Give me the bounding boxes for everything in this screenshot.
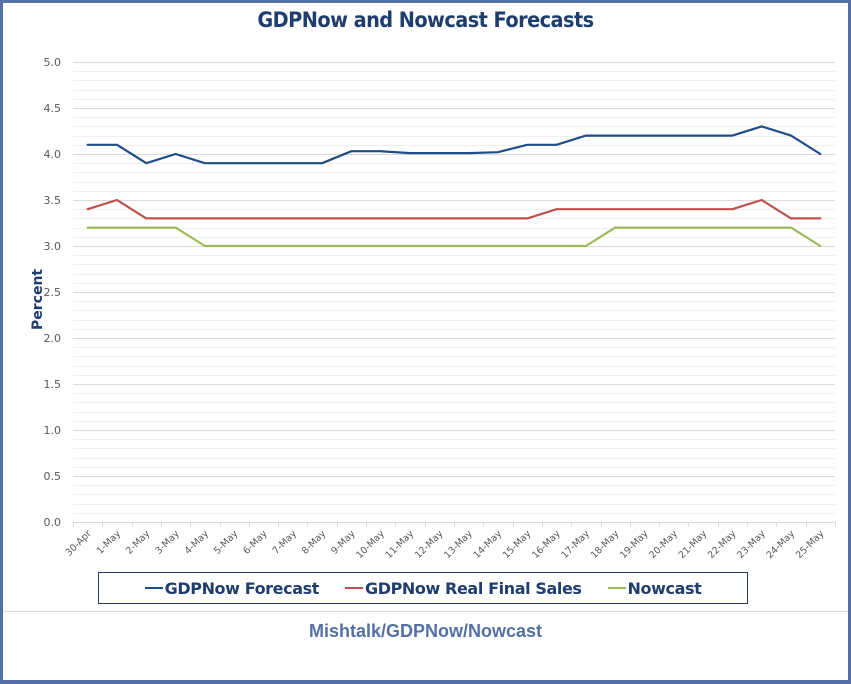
x-tick-label: 14-May — [471, 528, 504, 561]
x-axis: 30-Apr 1-May 2-May 3-May 4-May 5-May 6-May 7-Ma… — [64, 522, 836, 561]
x-tick-label: 24-May — [765, 528, 798, 561]
x-tick-label: 21-May — [677, 528, 710, 561]
series-line-gdpnow-forecast — [86, 125, 822, 165]
y-axis-ticks: 0.0 0.5 1.0 1.5 2.0 2.5 3.0 3.5 4.0 4.5 5.0 — [44, 56, 62, 529]
x-tick-label: 12-May — [413, 528, 446, 561]
x-tick-label: 10-May — [354, 528, 387, 561]
legend-swatch-gdpnow-forecast — [144, 587, 163, 589]
x-tick-label: 3-May — [153, 528, 182, 557]
legend-label: GDPNow Forecast — [164, 578, 320, 598]
y-tick-label: 3.5 — [44, 194, 62, 207]
x-tick-label: 4-May — [183, 528, 212, 557]
x-tick-label: 18-May — [589, 528, 622, 561]
x-tick-label: 23-May — [735, 528, 768, 561]
series-line-nowcast — [86, 226, 822, 248]
y-tick-label: 3.0 — [44, 240, 62, 253]
x-tick-label: 11-May — [384, 528, 417, 561]
x-tick-label: 17-May — [559, 528, 592, 561]
x-tick-label: 20-May — [647, 528, 680, 561]
x-tick-label: 1-May — [95, 528, 124, 557]
y-tick-label: 0.5 — [44, 470, 62, 483]
source-note: Mishtalk/GDPNow/Nowcast — [308, 621, 543, 641]
series-line-gdpnow-real-final-sales — [86, 198, 822, 220]
legend-item-gdpnow-forecast: GDPNow Forecast — [144, 578, 320, 598]
x-tick-label: 16-May — [530, 528, 563, 561]
y-tick-label: 2.0 — [44, 332, 62, 345]
legend-label: GDPNow Real Final Sales — [364, 578, 582, 598]
y-tick-label: 2.5 — [44, 286, 62, 299]
y-tick-label: 0.0 — [44, 516, 62, 529]
legend-swatch-gdpnow-real-final-sales — [344, 587, 363, 589]
x-tick-label: 15-May — [501, 528, 534, 561]
legend-label: Nowcast — [627, 578, 702, 598]
legend-item-gdpnow-real-final-sales: GDPNow Real Final Sales — [344, 578, 582, 598]
legend-item-nowcast: Nowcast — [607, 578, 702, 598]
gridlines — [73, 62, 835, 514]
y-tick-label: 4.0 — [44, 148, 62, 161]
x-tick-label: 9-May — [329, 528, 358, 557]
x-tick-label: 19-May — [618, 528, 651, 561]
x-tick-label: 8-May — [300, 528, 329, 557]
legend-swatch-nowcast — [607, 587, 626, 589]
y-tick-label: 1.5 — [44, 378, 62, 391]
x-tick-label: 25-May — [794, 528, 827, 561]
legend: GDPNow Forecast GDPNow Real Final Sales … — [98, 572, 748, 604]
footer-separator — [3, 611, 848, 612]
x-tick-label: 5-May — [212, 528, 241, 557]
x-tick-label: 6-May — [241, 528, 270, 557]
x-tick-label: 30-Apr — [64, 528, 94, 558]
x-tick-label: 2-May — [124, 528, 153, 557]
x-tick-label: 7-May — [271, 528, 300, 557]
chart-title: GDPNow and Nowcast Forecasts — [257, 8, 594, 32]
y-tick-label: 4.5 — [44, 102, 62, 115]
y-tick-label: 5.0 — [44, 56, 62, 69]
series-lines — [86, 125, 822, 248]
y-tick-label: 1.0 — [44, 424, 62, 437]
x-tick-label: 13-May — [442, 528, 475, 561]
x-tick-label: 22-May — [706, 528, 739, 561]
